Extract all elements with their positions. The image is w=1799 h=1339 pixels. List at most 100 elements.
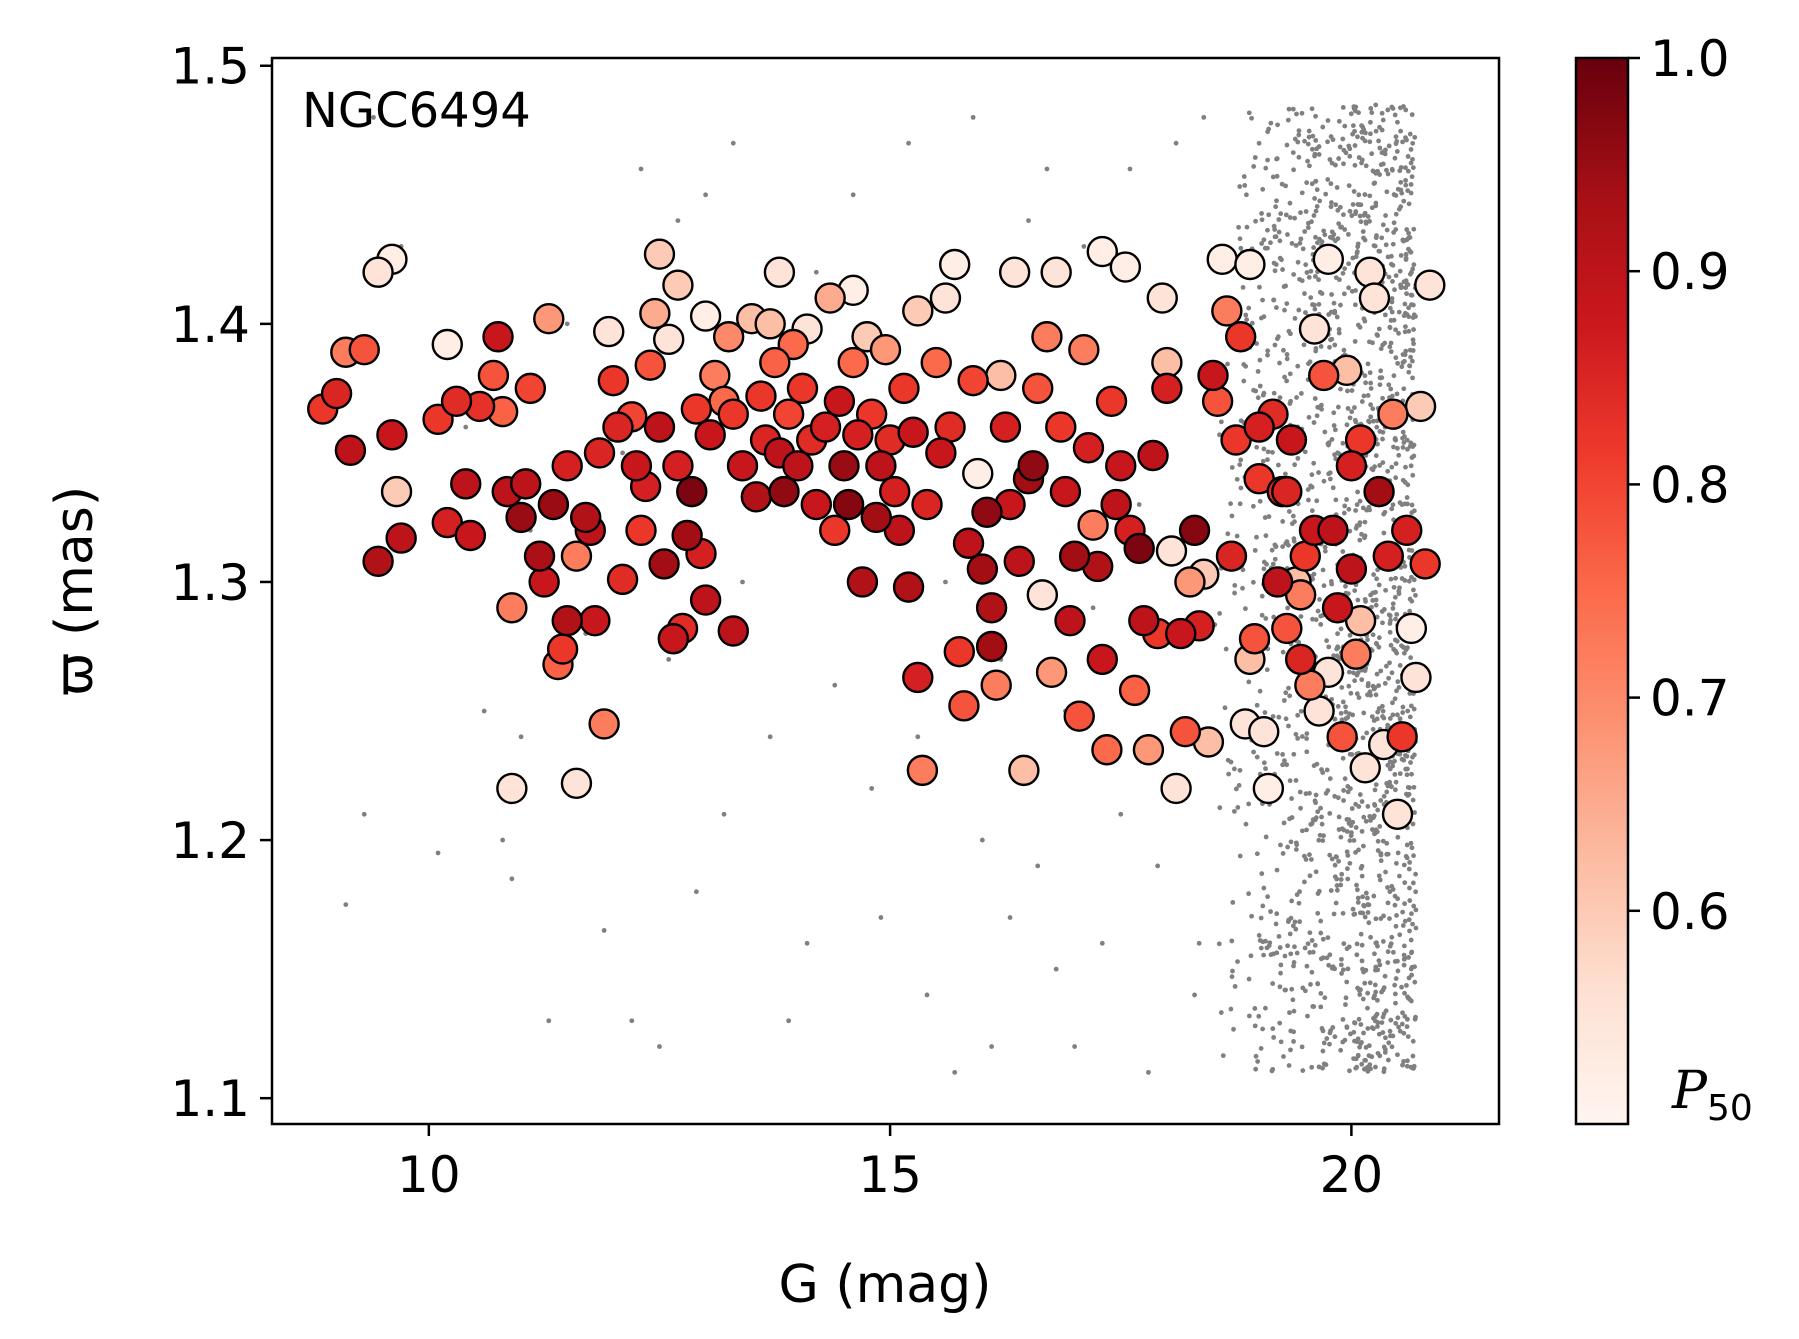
field-star-point bbox=[1258, 945, 1264, 951]
field-star-point bbox=[1240, 285, 1246, 290]
member-star-point bbox=[1178, 514, 1211, 547]
field-star-point bbox=[1270, 174, 1276, 180]
field-star-point bbox=[1321, 478, 1327, 484]
field-star-point bbox=[1286, 328, 1292, 334]
member-star-point bbox=[1086, 643, 1119, 676]
field-star-point bbox=[1344, 979, 1350, 985]
field-star-point bbox=[1237, 853, 1243, 859]
field-star-point bbox=[1352, 405, 1357, 410]
field-star-point bbox=[1249, 913, 1254, 919]
field-star-point bbox=[1342, 1037, 1348, 1043]
field-star-point bbox=[1299, 110, 1305, 116]
field-star-point bbox=[1384, 189, 1390, 195]
field-star-point bbox=[1345, 406, 1351, 411]
field-star-point bbox=[1412, 134, 1418, 140]
field-star-point bbox=[1261, 446, 1267, 452]
field-star-point bbox=[1401, 956, 1407, 962]
field-star-point bbox=[1407, 363, 1412, 369]
field-star-point bbox=[989, 1044, 994, 1049]
field-star-point bbox=[1342, 266, 1348, 271]
field-star-point bbox=[1370, 590, 1376, 596]
member-star-point bbox=[643, 411, 676, 443]
x-tick-label: 15 bbox=[858, 1146, 922, 1204]
field-star-point bbox=[906, 140, 911, 146]
member-star-point bbox=[593, 315, 625, 348]
field-star-point bbox=[1338, 877, 1344, 882]
field-star-point bbox=[657, 1044, 662, 1049]
member-star-point bbox=[1169, 715, 1202, 748]
field-star-point bbox=[1388, 576, 1394, 582]
field-star-point bbox=[1352, 339, 1358, 344]
field-star-point bbox=[1238, 418, 1244, 424]
member-star-point bbox=[1146, 282, 1178, 314]
field-star-point bbox=[1277, 395, 1283, 400]
field-star-point bbox=[1248, 953, 1254, 959]
field-star-point bbox=[1230, 899, 1236, 905]
member-star-point bbox=[1091, 734, 1123, 766]
field-star-point bbox=[1366, 920, 1372, 926]
field-star-point bbox=[1355, 134, 1360, 140]
field-star-point bbox=[1253, 388, 1259, 394]
field-star-point bbox=[1254, 851, 1260, 857]
field-star-point bbox=[1403, 766, 1409, 772]
field-star-point bbox=[1265, 245, 1270, 251]
member-star-point bbox=[1335, 553, 1368, 585]
field-star-point bbox=[1391, 220, 1397, 226]
field-star-point bbox=[1322, 429, 1328, 435]
field-star-point bbox=[1403, 107, 1409, 113]
field-star-point bbox=[1372, 180, 1378, 186]
field-star-point bbox=[1284, 142, 1290, 148]
field-star-point bbox=[1395, 834, 1401, 840]
field-star-point bbox=[1272, 227, 1278, 232]
field-star-point bbox=[1324, 767, 1330, 773]
field-star-point bbox=[1403, 324, 1408, 330]
field-star-point bbox=[1397, 716, 1403, 722]
field-star-point bbox=[1329, 292, 1334, 297]
member-star-point bbox=[1404, 390, 1437, 423]
member-star-point bbox=[1372, 540, 1404, 572]
field-star-point bbox=[1359, 799, 1365, 804]
field-star-point bbox=[1365, 990, 1371, 996]
field-star-point bbox=[601, 928, 607, 933]
field-star-point bbox=[1379, 989, 1384, 995]
field-star-point bbox=[1382, 681, 1388, 686]
field-star-point bbox=[1412, 979, 1418, 985]
field-star-point bbox=[1386, 143, 1392, 149]
field-star-point bbox=[1352, 1038, 1357, 1044]
field-star-point bbox=[1331, 911, 1337, 917]
field-star-point bbox=[1407, 248, 1413, 254]
field-star-point bbox=[1403, 348, 1409, 354]
field-star-point bbox=[1282, 758, 1287, 764]
member-star-point bbox=[842, 419, 874, 451]
field-star-point bbox=[1358, 865, 1364, 871]
field-star-point bbox=[1357, 498, 1363, 504]
members-layer bbox=[307, 235, 1446, 830]
field-star-point bbox=[1356, 522, 1362, 528]
field-star-point bbox=[1298, 210, 1303, 216]
field-star-point bbox=[1308, 268, 1314, 274]
field-star-point bbox=[1192, 992, 1197, 998]
field-star-point bbox=[1397, 268, 1403, 274]
field-star-point bbox=[1338, 710, 1344, 716]
field-star-point bbox=[1330, 1025, 1336, 1030]
colorbar-label-main: P bbox=[1671, 1061, 1708, 1121]
field-star-point bbox=[1404, 291, 1409, 297]
member-star-point bbox=[1271, 612, 1303, 645]
field-star-point bbox=[1291, 538, 1297, 544]
field-star-point bbox=[1405, 482, 1411, 488]
field-star-point bbox=[1377, 823, 1383, 829]
field-star-point bbox=[1406, 955, 1412, 960]
field-star-point bbox=[1395, 1052, 1400, 1058]
field-star-point bbox=[1333, 900, 1339, 906]
field-star-point bbox=[1401, 962, 1407, 968]
member-star-point bbox=[477, 359, 510, 392]
field-star-point bbox=[1357, 992, 1363, 997]
field-star-point bbox=[1387, 889, 1393, 895]
field-star-point bbox=[1313, 869, 1319, 875]
field-star-point bbox=[1332, 793, 1338, 799]
field-star-point bbox=[1353, 108, 1358, 114]
field-star-point bbox=[1379, 127, 1385, 133]
member-star-point bbox=[320, 377, 353, 410]
field-star-point bbox=[1312, 942, 1318, 948]
field-star-point bbox=[1325, 118, 1331, 123]
